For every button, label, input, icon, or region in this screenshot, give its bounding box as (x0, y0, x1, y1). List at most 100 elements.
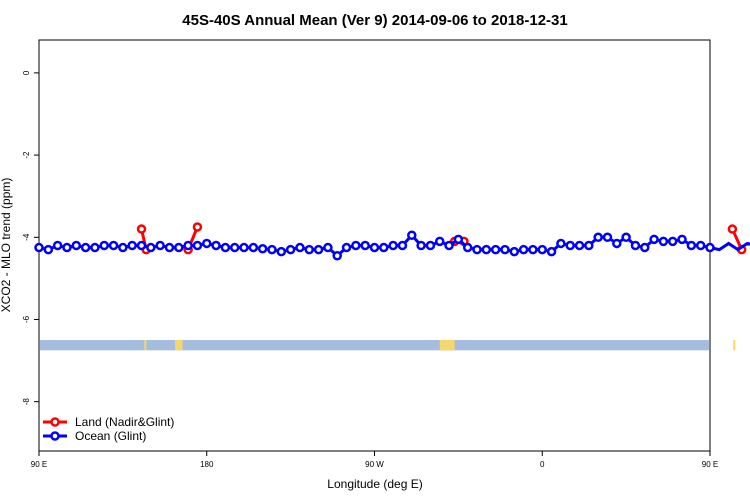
ocean-data-point (304, 244, 315, 255)
ocean-data-point (127, 240, 137, 251)
ocean-data-point (183, 240, 193, 251)
ocean-data-point (640, 242, 650, 253)
ocean-data-point (360, 240, 370, 251)
ocean-data-point (407, 230, 417, 240)
ocean-data-point (332, 251, 342, 261)
ocean-data-point (565, 240, 575, 251)
ocean-data-point (80, 242, 91, 253)
chart-title: 45S-40S Annual Mean (Ver 9) 2014-09-06 t… (182, 12, 567, 29)
legend-swatch-marker (50, 417, 60, 427)
ocean-data-point (52, 240, 63, 251)
axes: 90 E 180 90 W 0 90 E 0 -2 -4 -6 -8 (22, 70, 718, 469)
land-patch (144, 340, 147, 351)
ocean-data-point (267, 244, 277, 255)
y-tick-label: -8 (22, 398, 31, 406)
ocean-data-point (677, 234, 687, 245)
ocean-data-point (518, 244, 529, 255)
ocean-data-point (136, 240, 147, 251)
y-tick-label: -2 (22, 151, 31, 159)
land-patch (439, 340, 455, 351)
x-tick-label: 90 E (31, 460, 47, 469)
ocean-data-point (192, 240, 203, 251)
ocean-data-point (490, 244, 501, 255)
ocean-data-point (211, 240, 221, 251)
ocean-data-point (99, 240, 109, 251)
ocean-data-point (108, 240, 119, 251)
ocean-data-point (584, 240, 594, 251)
ocean-data-point (416, 240, 426, 251)
land-data-point (727, 224, 738, 234)
ocean-data-point (248, 242, 259, 253)
ocean-data-point (481, 244, 492, 255)
ocean-data-point (574, 240, 585, 251)
ocean-data-point (453, 234, 464, 245)
ocean-data-point (462, 242, 473, 253)
ocean-data-point (341, 242, 352, 253)
land-mask-band (40, 340, 736, 351)
ocean-data-point (323, 242, 333, 253)
ocean-data-point (686, 240, 697, 251)
ocean-data-point (397, 240, 408, 251)
ocean-data-point (425, 240, 436, 251)
ocean-data-point (257, 244, 268, 254)
ocean-data-point (220, 242, 231, 253)
ocean-data-point (155, 240, 165, 251)
ocean-data-point (239, 242, 249, 253)
series (34, 222, 750, 261)
ocean-data-point (276, 246, 287, 257)
x-tick-label: 90 E (702, 460, 718, 469)
ocean-data-point (621, 232, 631, 243)
ocean-data-point (695, 240, 706, 251)
legend-entry-label: Land (Nadir&Glint) (75, 415, 174, 429)
ocean-data-point (146, 242, 156, 253)
legend-swatch-marker (50, 431, 60, 441)
ocean-data-point (546, 246, 557, 257)
ocean-data-point (379, 242, 389, 253)
ocean-data-point (705, 242, 715, 253)
ocean-data-point (351, 240, 361, 251)
legend: Land (Nadir&Glint)Ocean (Glint) (43, 415, 174, 443)
ocean-data-point (164, 242, 175, 253)
ocean-data-point (444, 240, 454, 251)
ocean-data-point (285, 244, 296, 255)
land-patch (733, 340, 736, 351)
y-tick-label: 0 (22, 70, 31, 75)
ocean-data-point (472, 244, 482, 255)
ocean-data-point (71, 240, 82, 251)
ocean-data-point (556, 238, 566, 249)
ocean-data-point (388, 240, 398, 251)
land-patch (175, 340, 183, 351)
ocean-data-point (434, 236, 445, 247)
ocean-data-point (630, 240, 641, 251)
ocean-data-point (528, 244, 538, 255)
legend-entry-label: Ocean (Glint) (75, 429, 146, 443)
ocean-data-point (229, 242, 240, 253)
ocean-data-point (43, 244, 54, 255)
ocean-data-point (658, 236, 669, 247)
y-axis-label: XCO2 - MLO trend (ppm) (0, 178, 13, 313)
ocean-data-point (118, 242, 128, 253)
ocean-data-point (369, 242, 380, 253)
ocean-data-point (500, 244, 510, 255)
ocean-data-point (295, 242, 305, 253)
ocean-data-point (313, 244, 324, 255)
ocean-data-point (90, 242, 100, 253)
ocean-data-point (509, 246, 520, 257)
y-tick-label: -4 (22, 233, 31, 241)
ocean-data-point (593, 232, 603, 243)
series-Ocean (Glint) (34, 230, 750, 261)
ocean-data-point (612, 238, 622, 249)
ocean-data-point (667, 236, 678, 247)
ocean-data-point (602, 232, 613, 243)
ocean-data-point (649, 234, 659, 245)
ocean-band (40, 340, 709, 351)
ocean-data-point (62, 242, 72, 253)
land-data-point (192, 222, 203, 232)
ocean-data-point (174, 242, 184, 253)
ocean-data-point (537, 244, 547, 255)
y-tick-label: -6 (22, 315, 31, 323)
x-axis-label: Longitude (deg E) (327, 477, 422, 491)
x-tick-label: 180 (200, 460, 214, 469)
x-tick-label: 0 (540, 460, 545, 469)
